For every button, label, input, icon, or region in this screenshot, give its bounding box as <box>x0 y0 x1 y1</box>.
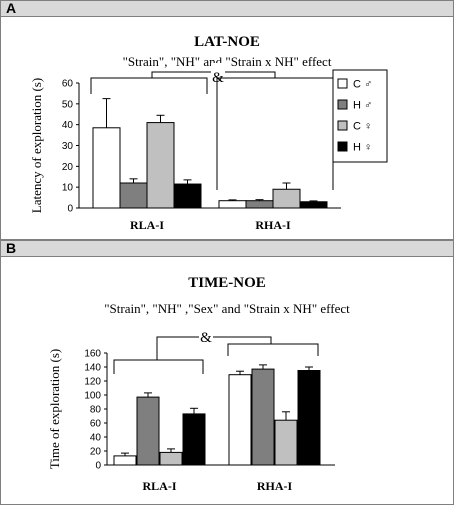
panel-a-annotation-bg <box>211 63 225 77</box>
panel-a-legend-swatch <box>337 120 348 131</box>
panel-a-bar <box>119 182 148 209</box>
panel-a-category-label: RLA-I <box>130 218 164 232</box>
panel-a-bar <box>173 183 202 209</box>
panel-a-bracket <box>216 77 334 190</box>
panel-b-bracket <box>113 359 204 374</box>
panel-a-chart-title: LAT-NOE <box>194 34 260 50</box>
panel-b-annotation-ampersand: & <box>200 330 212 346</box>
panel-b-y-tick-label: 60 <box>90 419 102 430</box>
panel-b-y-tick-label: 80 <box>90 405 102 416</box>
panel-a-bar <box>218 200 247 209</box>
panel-a-chart-subtitle: "Strain", "NH" and "Strain x NH" effect <box>123 54 332 69</box>
panel-b-chart-title: TIME-NOE <box>188 275 266 291</box>
panel-a-y-tick-label: 30 <box>62 141 74 152</box>
panel-b-annotation-bg <box>199 328 213 342</box>
panel-b-box <box>0 256 454 505</box>
panel-b-y-tick-label: 0 <box>95 461 101 472</box>
panel-a-y-tick-label: 20 <box>62 162 74 173</box>
panel-a-bar <box>272 188 301 209</box>
panel-a-bar <box>245 200 274 209</box>
panel-b-bar <box>228 374 252 466</box>
panel-b-bar <box>159 451 183 466</box>
panel-a-y-tick-label: 50 <box>62 99 74 110</box>
panel-b-bar <box>136 396 160 466</box>
panel-a-bar <box>146 122 175 209</box>
panel-b-y-tick-label: 100 <box>84 391 101 402</box>
panel-b-y-tick-label: 160 <box>84 349 101 360</box>
panel-a-annotation-ampersand: & <box>212 70 224 86</box>
panel-b-chart-subtitle: "Strain", "NH" ,"Sex" and "Strain x NH" … <box>104 301 350 316</box>
panel-b-category-label: RLA-I <box>142 479 176 493</box>
panel-b-y-tick-label: 140 <box>84 363 101 374</box>
panel-a-y-tick-label: 40 <box>62 120 74 131</box>
panel-a-bar <box>92 127 121 209</box>
panel-a-legend-swatch <box>337 141 348 152</box>
panel-b-bar <box>274 419 298 466</box>
panel-a-category-label: RHA-I <box>255 218 291 232</box>
panel-a-legend-label: C ♂ <box>353 79 372 91</box>
panel-a-legend-label: H ♂ <box>353 100 372 112</box>
panel-b-bar <box>297 370 321 466</box>
panel-a-letter: A <box>6 0 17 16</box>
panel-b-category-label: RHA-I <box>257 479 293 493</box>
panel-a-legend-swatch <box>337 78 348 89</box>
panel-a-legend-swatch <box>337 99 348 110</box>
panel-b-bracket-join <box>156 336 272 360</box>
panel-b-bar <box>251 368 275 466</box>
panel-b-bar <box>113 455 137 466</box>
panel-a-y-axis-label: Latency of exploration (s) <box>29 78 44 213</box>
panel-a-bar <box>299 201 328 209</box>
panel-b-y-tick-label: 40 <box>90 433 102 444</box>
panel-b-bracket <box>227 343 319 356</box>
panel-a-bracket <box>90 77 208 94</box>
panel-a-y-tick-label: 10 <box>62 183 74 194</box>
panel-a-y-tick-label: 60 <box>62 79 74 90</box>
panel-a-legend-label: H ♀ <box>353 142 372 154</box>
panel-b-bar <box>182 413 206 466</box>
panel-b-y-tick-label: 120 <box>84 377 101 388</box>
panel-a-legend-label: C ♀ <box>353 121 372 133</box>
panel-b-y-axis-label: Time of exploration (s) <box>47 349 62 469</box>
panel-b-y-tick-label: 20 <box>90 447 102 458</box>
panel-b-letter: B <box>6 240 17 256</box>
panel-a-y-tick-label: 0 <box>67 204 73 215</box>
